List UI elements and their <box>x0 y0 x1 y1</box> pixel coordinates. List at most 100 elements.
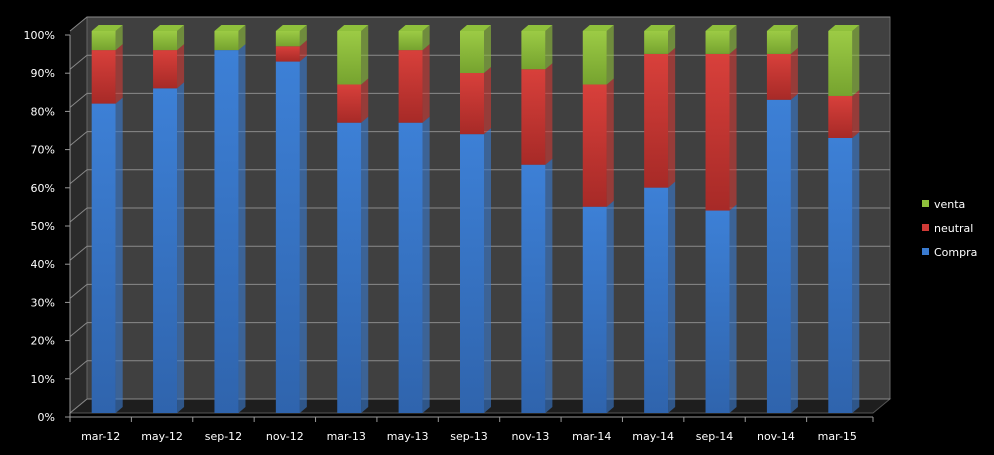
bar-segment-venta <box>398 25 430 51</box>
bar-side <box>790 93 798 413</box>
legend-swatch <box>922 224 929 231</box>
bar-segment-compra <box>582 200 614 413</box>
legend-label: Compra <box>934 246 977 259</box>
bar-side <box>852 25 860 96</box>
y-tick-label: 70% <box>31 144 55 157</box>
bar-front <box>275 61 300 414</box>
bar-segment-compra <box>337 116 369 414</box>
bar-front <box>214 50 239 413</box>
bar-segment-venta <box>337 25 369 85</box>
gridline-side <box>69 398 88 414</box>
bar-segment-compra <box>153 82 185 414</box>
bar-side <box>729 25 737 54</box>
bar-side <box>852 131 860 413</box>
bar-segment-venta <box>91 25 123 51</box>
bar-side <box>177 44 185 89</box>
gridline-side <box>69 16 88 32</box>
x-tick-label: may-12 <box>141 430 183 443</box>
bar-segment-venta <box>153 25 185 51</box>
bar-segment-venta <box>705 25 737 54</box>
bar-top <box>460 25 491 31</box>
x-tick-label: mar-12 <box>81 430 120 443</box>
bar-segment-compra <box>214 44 246 413</box>
bar-front <box>644 187 669 413</box>
bar-side <box>545 158 553 413</box>
y-tick-label: 60% <box>31 182 55 195</box>
bar-front <box>337 122 362 414</box>
bar-segment-neutral <box>766 47 798 100</box>
bar-segment-venta <box>644 25 676 54</box>
y-tick-label: 10% <box>31 373 55 386</box>
gridline-side <box>69 54 88 70</box>
bar-front <box>398 50 423 123</box>
bar-side <box>729 204 737 413</box>
x-tick-label: nov-14 <box>757 430 795 443</box>
bar-top <box>275 25 307 31</box>
bar-side <box>668 181 676 413</box>
bar-front <box>705 31 730 54</box>
bar-front <box>828 95 853 138</box>
y-tick-label: 90% <box>31 67 55 80</box>
bar-segment-neutral <box>275 40 307 62</box>
bar-top <box>214 25 246 31</box>
bar-segment-neutral <box>582 78 614 207</box>
bar-top <box>582 25 614 31</box>
bar-side <box>484 128 491 413</box>
bar-front <box>460 31 484 74</box>
legend-item-compra: Compra <box>922 246 977 259</box>
legend-item-neutral: neutral <box>922 222 973 235</box>
y-tick-label: 100% <box>24 29 55 42</box>
y-tick-label: 0% <box>38 411 55 424</box>
bar-front <box>644 53 669 188</box>
bar-front <box>337 84 362 123</box>
gridline-side <box>69 169 88 185</box>
bar-top <box>153 25 185 31</box>
bar-segment-compra <box>91 97 123 413</box>
bar-segment-compra <box>766 93 798 413</box>
bar-segment-neutral <box>153 44 185 89</box>
bar-side <box>115 97 123 413</box>
legend: venta neutral Compra <box>922 198 977 259</box>
gridline-side <box>69 360 88 376</box>
x-axis: mar-12 may-12 sep-12 nov-12 mar-13 may-13 sep-… <box>69 416 874 443</box>
gridline-side <box>69 284 88 299</box>
bar-side <box>361 116 369 414</box>
bar-front <box>766 31 791 54</box>
bar-front <box>705 53 730 211</box>
bar-side <box>852 89 860 138</box>
bar-segment-neutral <box>337 78 369 123</box>
bar-front <box>275 46 300 62</box>
bar-segment-compra <box>705 204 737 413</box>
bar-segment-venta <box>460 25 491 74</box>
bar-top <box>705 25 737 31</box>
bar-top <box>91 25 123 31</box>
bar-top <box>337 25 369 31</box>
bar-side <box>545 25 553 70</box>
bar-side <box>606 78 614 207</box>
bar-segment-compra <box>460 128 491 413</box>
bar-top <box>521 25 553 31</box>
bar-segment-compra <box>521 158 553 413</box>
bar-front <box>153 50 178 89</box>
y-tick-label: 20% <box>31 335 55 348</box>
bar-segment-venta <box>214 25 246 51</box>
bar-top <box>644 25 676 31</box>
bar-side <box>238 44 246 413</box>
bar-segment-venta <box>521 25 553 70</box>
x-tick-label: sep-12 <box>205 430 242 443</box>
x-tick-label: sep-13 <box>450 430 487 443</box>
bar-front <box>521 69 546 165</box>
x-tick-label: nov-13 <box>511 430 549 443</box>
bar-side <box>177 25 185 51</box>
bar-front <box>398 31 423 51</box>
bar-side <box>422 44 430 123</box>
gridline-side <box>69 93 88 108</box>
bar-side <box>115 25 123 51</box>
bar-front <box>705 210 730 413</box>
y-tick-label: 50% <box>31 220 55 233</box>
bar-side <box>668 25 676 54</box>
bar-side <box>115 44 123 104</box>
bar-front <box>91 31 116 51</box>
bar-side <box>790 25 798 54</box>
bar-front <box>91 50 116 104</box>
